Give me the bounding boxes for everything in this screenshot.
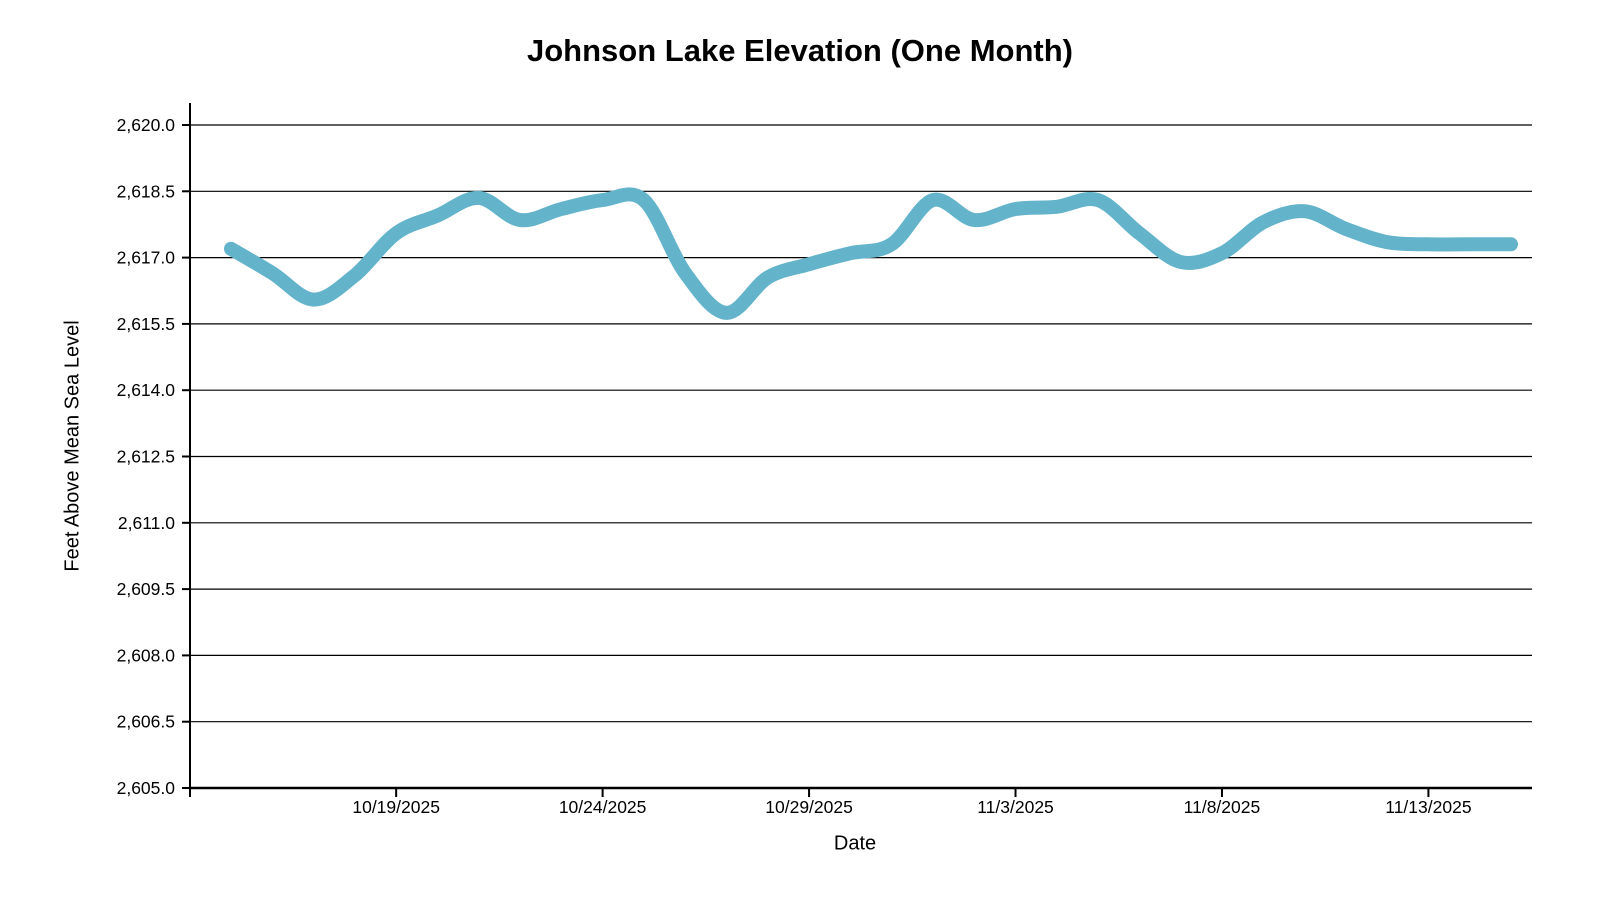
y-tick-label: 2,615.5 <box>117 314 175 334</box>
x-tick-label: 11/13/2025 <box>1385 797 1471 817</box>
y-tick-label: 2,606.5 <box>117 712 175 732</box>
x-tick-label: 10/24/2025 <box>559 797 647 817</box>
y-tick-label: 2,620.0 <box>117 115 176 135</box>
y-tick-label: 2,612.5 <box>117 447 175 467</box>
y-tick-label: 2,617.0 <box>117 248 176 268</box>
gridlines-group <box>190 124 1532 790</box>
y-tick-label: 2,614.0 <box>117 380 176 400</box>
y-tick-label: 2,605.0 <box>117 778 176 798</box>
x-tick-label: 11/8/2025 <box>1184 797 1261 817</box>
x-axis-title: Date <box>833 832 877 855</box>
x-tick-label: 10/29/2025 <box>765 797 853 817</box>
y-tick-label: 2,608.0 <box>117 645 176 665</box>
series-group <box>224 187 1518 320</box>
elevation-line <box>224 187 1518 320</box>
x-tick-label: 10/19/2025 <box>352 797 440 817</box>
tick-marks-group <box>182 124 1430 797</box>
chart-title: Johnson Lake Elevation (One Month) <box>527 33 1073 68</box>
x-tick-label: 11/3/2025 <box>977 797 1054 817</box>
y-tick-label: 2,609.5 <box>117 579 175 599</box>
y-tick-label: 2,611.0 <box>118 513 175 533</box>
y-tick-label: 2,618.5 <box>117 181 175 201</box>
tick-labels-group: 2,620.0 2,618.5 2,617.0 2,615.5 2,614.0 2,612… <box>117 115 1472 817</box>
